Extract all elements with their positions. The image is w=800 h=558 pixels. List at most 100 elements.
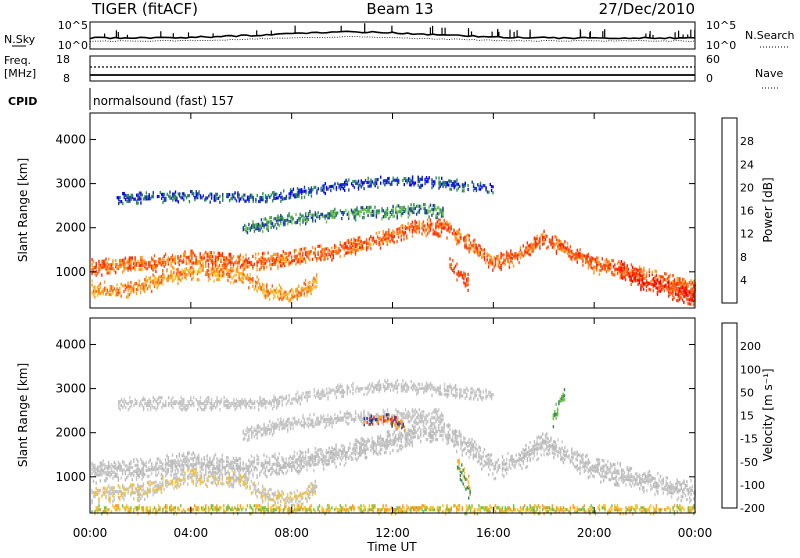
power-cell xyxy=(423,224,424,227)
velocity-cell xyxy=(112,471,113,474)
power-cell xyxy=(214,195,215,198)
power-cell xyxy=(255,284,256,287)
velocity-cell xyxy=(274,457,275,460)
velocity-cell xyxy=(247,465,248,468)
velocity-cell xyxy=(283,458,284,461)
velocity-cell xyxy=(150,468,151,471)
velocity-cell xyxy=(478,452,479,455)
power-cell xyxy=(188,268,189,271)
power-cell xyxy=(343,187,344,190)
power-cell xyxy=(101,274,102,277)
power-cell xyxy=(588,261,589,264)
power-cell xyxy=(403,231,404,234)
velocity-cell xyxy=(272,471,273,474)
velocity-cell xyxy=(97,473,98,476)
velocity-cell xyxy=(538,435,539,438)
velocity-cell xyxy=(330,450,331,453)
power-cell xyxy=(268,257,269,260)
power-cell xyxy=(402,212,403,215)
power-cell xyxy=(474,243,475,246)
velocity-cell xyxy=(474,446,475,449)
velocity-cell xyxy=(460,439,461,442)
power-cell xyxy=(513,255,514,258)
power-cell xyxy=(467,277,468,280)
power-cell xyxy=(395,179,396,182)
power-cell xyxy=(207,196,208,199)
velocity-cell xyxy=(219,459,220,462)
power-cell xyxy=(279,284,280,287)
power-cell xyxy=(229,269,230,272)
power-cell xyxy=(144,265,145,268)
power-cell xyxy=(326,186,327,189)
velocity-cell xyxy=(563,461,564,464)
power-cell xyxy=(248,286,249,289)
power-cell xyxy=(449,230,450,233)
power-cell xyxy=(338,247,339,250)
power-cell xyxy=(289,192,290,195)
power-cell xyxy=(413,226,414,229)
velocity-cell xyxy=(387,431,388,434)
velocity-cell xyxy=(238,465,239,468)
power-cell xyxy=(455,184,456,187)
power-cell xyxy=(456,183,457,186)
power-cell xyxy=(302,257,303,260)
velocity-cell xyxy=(574,451,575,454)
power-cell xyxy=(672,298,673,301)
velocity-cell xyxy=(470,447,471,450)
velocity-cell xyxy=(146,465,147,468)
plot-title: TIGER (fitACF) xyxy=(91,0,198,18)
velocity-cell xyxy=(193,463,194,466)
velocity-cell xyxy=(365,448,366,451)
power-cell xyxy=(424,207,425,210)
power-cell xyxy=(369,181,370,184)
velocity-cell xyxy=(523,452,524,455)
power-cell xyxy=(646,281,647,284)
power-cell xyxy=(345,209,346,212)
power-cell xyxy=(592,257,593,260)
power-cell xyxy=(402,224,403,227)
power-cell xyxy=(517,254,518,257)
velocity-cell xyxy=(237,459,238,462)
power-cell xyxy=(173,267,174,270)
power-cell xyxy=(108,267,109,270)
power-cell xyxy=(567,246,568,249)
velocity-cell xyxy=(588,476,589,479)
velocity-cell xyxy=(455,429,456,432)
power-cell xyxy=(202,265,203,268)
velocity-cell xyxy=(420,428,421,431)
power-cell xyxy=(172,254,173,257)
velocity-cell xyxy=(381,438,382,441)
power-cell xyxy=(686,292,687,295)
power-cell xyxy=(383,240,384,243)
power-cell xyxy=(456,188,457,191)
power-cell xyxy=(200,252,201,255)
velocity-cell xyxy=(657,472,658,475)
power-cell xyxy=(212,266,213,269)
power-cell xyxy=(488,191,489,194)
power-cell xyxy=(430,210,431,213)
velocity-cell xyxy=(182,454,183,457)
velocity-cell xyxy=(390,452,391,455)
velocity-cell xyxy=(507,452,508,455)
velocity-cell xyxy=(506,462,507,465)
power-cell xyxy=(398,227,399,230)
velocity-cell xyxy=(340,463,341,466)
power-cell xyxy=(359,246,360,249)
power-cell xyxy=(151,280,152,283)
velocity-cell xyxy=(202,462,203,465)
velocity-cell xyxy=(286,471,287,474)
power-cell xyxy=(272,222,273,225)
power-cell xyxy=(208,273,209,276)
power-cell xyxy=(140,201,141,204)
power-cell xyxy=(205,271,206,274)
power-cell xyxy=(155,260,156,263)
power-cell xyxy=(287,214,288,217)
velocity-cell xyxy=(103,459,104,462)
power-cell xyxy=(410,203,411,206)
velocity-cell xyxy=(585,455,586,458)
power-cell xyxy=(125,267,126,270)
velocity-cell xyxy=(413,436,414,439)
power-cell xyxy=(422,176,423,179)
power-cell xyxy=(672,288,673,291)
velocity-cell xyxy=(226,472,227,475)
